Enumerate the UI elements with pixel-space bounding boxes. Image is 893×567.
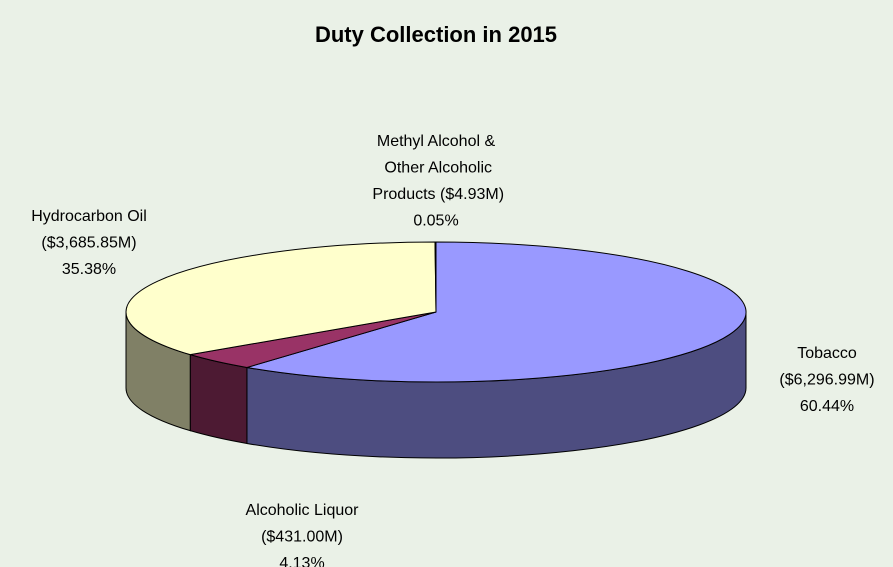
- sides: [125, 311, 747, 459]
- percent-label: 4.13%: [279, 555, 324, 567]
- slice-top: [434, 241, 437, 313]
- category-label: Methyl Alcohol & Other Alcoholic Product…: [368, 133, 496, 203]
- data-label: Methyl Alcohol & Other Alcoholic Product…: [368, 133, 504, 230]
- category-label: Tobacco: [797, 345, 857, 362]
- data-label: Alcoholic Liquor ($431.00M) 4.13%: [246, 502, 360, 567]
- amount-label: ($4.93M): [440, 186, 504, 203]
- amount-label: ($431.00M): [261, 529, 343, 546]
- amount-label: ($3,685.85M): [41, 235, 136, 252]
- amount-label: ($6,296.99M): [779, 372, 874, 389]
- percent-label: 60.44%: [800, 398, 854, 415]
- data-label: Hydrocarbon Oil ($3,685.85M) 35.38%: [31, 208, 147, 278]
- category-line: Alcoholic Liquor: [246, 502, 360, 519]
- category-line: Tobacco: [797, 345, 857, 362]
- slice-side: [189, 353, 248, 445]
- category-label: Hydrocarbon Oil: [31, 208, 147, 225]
- percent-label: 35.38%: [62, 261, 116, 278]
- chart-title: Duty Collection in 2015: [315, 22, 557, 47]
- category-label: Alcoholic Liquor: [246, 502, 360, 519]
- data-label: Tobacco ($6,296.99M) 60.44%: [779, 345, 874, 415]
- tops: [125, 241, 747, 383]
- slice-top: [125, 241, 437, 356]
- percent-label: 0.05%: [413, 213, 458, 230]
- category-line: Other Alcoholic: [380, 160, 492, 177]
- category-line: Hydrocarbon Oil: [31, 208, 147, 225]
- category-line: Products: [368, 186, 436, 203]
- slice-top: [246, 241, 747, 383]
- category-line: Methyl Alcohol &: [377, 133, 496, 150]
